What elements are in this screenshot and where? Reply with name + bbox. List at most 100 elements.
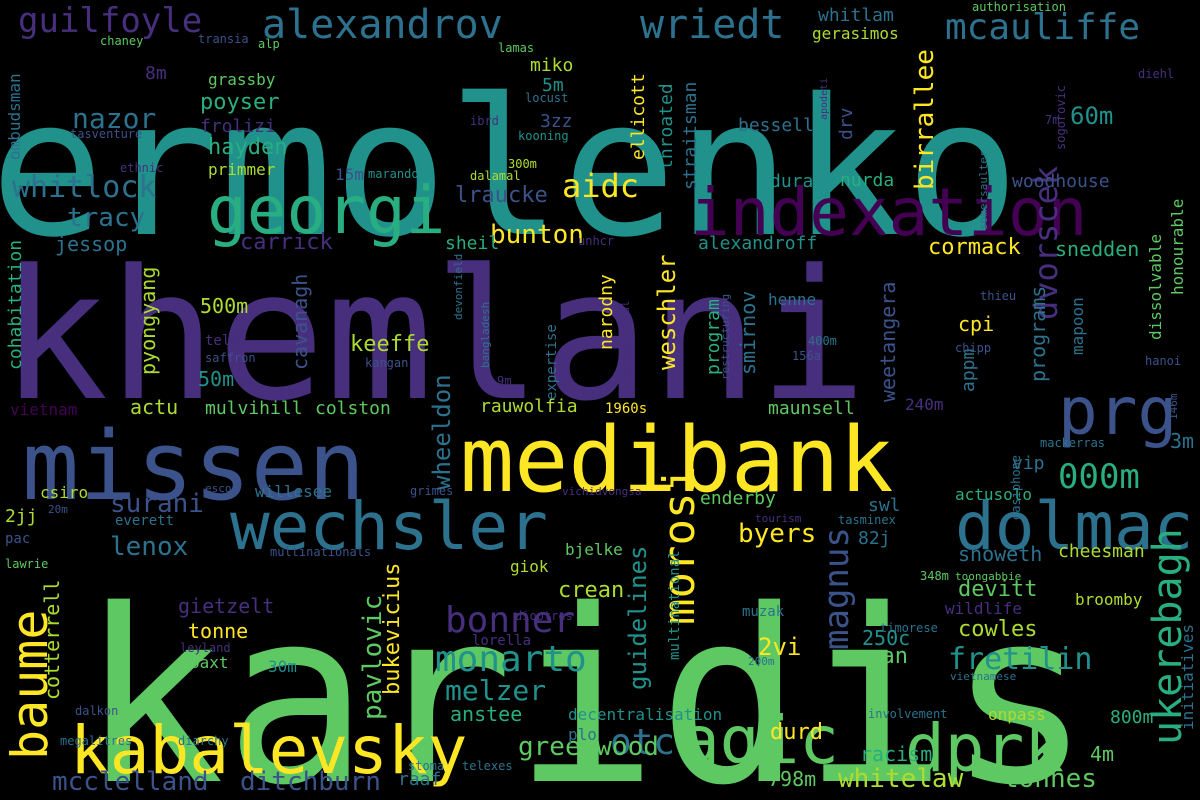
cloud-word: mcauliffe [945,7,1141,49]
cloud-word: vichidvongsa [562,484,642,498]
cloud-word: mapoon [1068,297,1087,355]
cloud-word: medibank [460,408,894,514]
cloud-word: 348m [920,569,949,584]
cloud-word: optometrical [619,300,632,380]
cloud-word: fretilin [948,642,1093,678]
cloud-word: durack [770,171,836,193]
cloud-word: actusolo [955,484,1033,504]
cloud-word: kangan [365,356,409,371]
cloud-word: poyser [200,89,280,115]
cloud-word: diarchy [178,734,229,749]
cloud-word: 156a [792,349,821,364]
cloud-word: alp [258,37,280,52]
cloud-word: vip [1012,453,1045,475]
cloud-word: 50m [198,366,235,391]
cloud-word: ditchburn [240,766,381,797]
cloud-word: 2jj [5,506,38,528]
cloud-word: actu [130,394,179,419]
cloud-word: restructuring [719,293,732,380]
cloud-word: marandoo [368,167,426,182]
cloud-word: pyongyang [136,266,160,375]
cloud-word: decentralisation [568,704,723,724]
cloud-word: thieu [980,289,1017,304]
cloud-word: swl [868,495,901,517]
cloud-word: devonfield [452,253,465,320]
cloud-word: lamas [498,41,535,56]
cloud-word: ethnic [120,161,164,176]
cloud-word: cowles [958,616,1038,642]
cloud-word: weschler [653,254,681,370]
cloud-word: devitt [958,576,1038,602]
cloud-word: 9m [497,374,512,389]
cloud-word: straitsman [680,81,701,190]
cloud-word: snedden [1055,236,1140,261]
cloud-word: 1960s [605,400,648,417]
cloud-word: bonner [445,600,576,642]
cloud-word: 400m [808,334,837,349]
cloud-word: smirnov [736,290,760,375]
cloud-word: 3zz [540,111,573,133]
cloud-word: whitlock [12,170,157,206]
cloud-word: nazor [72,102,157,136]
cloud-word: kooning [518,129,569,144]
cloud-word: cormack [928,234,1021,260]
cloud-word: gerasimos [812,23,899,43]
cloud-word: 000m [1058,457,1140,498]
cloud-word: willesee [255,481,333,501]
cloud-word: onpass [988,704,1046,724]
cloud-word: wildlife [945,598,1023,618]
cloud-word: hayden [208,134,288,160]
cloud-word: whitelaw [838,763,964,794]
cloud-word: 300m [508,157,537,172]
cloud-word: indexation [690,173,1088,251]
cloud-word: pac [5,530,31,547]
cloud-word: woodhouse [1012,171,1110,193]
cloud-word: apodeti [819,77,830,120]
cloud-word: 798m [768,766,817,791]
cloud-word: 200m [748,654,775,668]
cloud-word: khemlani [0,232,867,442]
cloud-word: initiatives [1178,624,1197,730]
cloud-word: bunton [490,219,584,250]
cloud-word: greenwood [518,731,659,762]
cloud-word: 60m [1070,102,1114,131]
cloud-word: multinationals [270,545,372,560]
cloud-word: 146m [1167,393,1180,421]
cloud-word: 5m [542,75,564,97]
cloud-word: birrallee [910,49,940,190]
cloud-word: easiphone [1009,454,1023,520]
cloud-word: toongabbie [955,569,1022,583]
cloud-word: saffron [205,351,256,366]
cloud-word: mcclelland [52,766,209,797]
cloud-word: melzer [445,674,547,708]
cloud-word: everett [115,512,175,529]
cloud-word: missen [22,412,366,523]
cloud-word: dalkon [75,704,119,719]
cloud-word: bessell [738,115,814,137]
cloud-word: anstee [450,701,523,726]
cloud-word: racism [860,741,933,766]
cloud-word: raaf [398,769,442,791]
cloud-word: karidis [80,558,1092,800]
cloud-word: 82j [858,528,891,550]
cloud-word: crean [558,577,625,603]
cloud-word: durd [770,719,823,745]
cloud-word: frolizi [200,116,276,138]
cloud-word: throated [656,83,677,170]
cloud-word: 2vi [758,633,802,662]
cloud-word: dioptres [515,609,573,624]
cloud-word: tourism [755,511,802,525]
cloud-word: bangladesh [479,301,492,368]
cloud-word: transia [198,32,249,47]
cloud-word: tasminex [838,513,896,528]
cloud-word: csiro [40,482,89,502]
cloud-word: showeth [958,541,1043,566]
cloud-word: guidelines [624,545,652,691]
cloud-word: rauwolfia [480,396,578,418]
cloud-word: kabalevsky [70,711,468,789]
cloud-word: mulvihill [205,398,303,420]
cloud-word: vietnamese [950,669,1017,683]
cloud-word: 240m [905,394,944,414]
cloud-word: cpi [958,311,995,336]
